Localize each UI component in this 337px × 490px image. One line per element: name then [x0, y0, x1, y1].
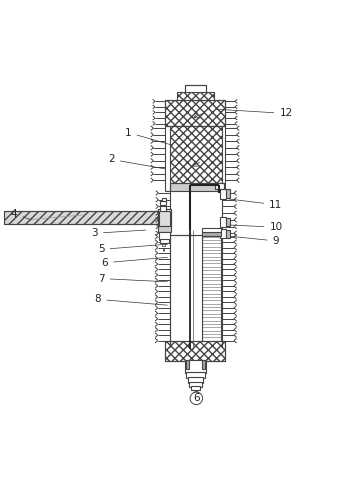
Bar — [186, 360, 189, 369]
Bar — [185, 85, 207, 93]
Bar — [165, 341, 225, 361]
Bar — [215, 183, 224, 189]
Text: 1: 1 — [125, 127, 173, 145]
Bar — [219, 189, 225, 198]
Bar — [162, 198, 166, 201]
Bar — [225, 218, 229, 226]
Bar — [170, 126, 222, 183]
Bar — [170, 183, 222, 191]
Bar — [186, 371, 205, 378]
Bar — [189, 382, 202, 387]
Text: 6: 6 — [101, 257, 167, 268]
Bar — [185, 85, 207, 93]
Bar — [202, 360, 205, 369]
Text: 10: 10 — [230, 222, 282, 232]
Bar — [158, 209, 171, 226]
Bar — [191, 386, 201, 390]
Text: 5: 5 — [98, 244, 167, 254]
Bar — [4, 211, 158, 224]
Bar — [188, 376, 203, 383]
Bar — [170, 235, 202, 343]
Bar — [160, 201, 166, 205]
Text: 9: 9 — [230, 236, 279, 246]
Text: 3: 3 — [91, 228, 146, 238]
Bar — [177, 92, 214, 100]
Bar — [165, 99, 225, 126]
Bar — [158, 209, 171, 226]
Bar — [219, 229, 225, 238]
Bar — [158, 225, 171, 232]
Text: 7: 7 — [98, 273, 167, 284]
Text: 11: 11 — [229, 199, 282, 210]
Text: 6: 6 — [193, 393, 200, 403]
Text: 2: 2 — [108, 154, 166, 169]
Bar — [185, 360, 207, 372]
Text: 4: 4 — [11, 209, 32, 220]
Bar — [159, 211, 170, 225]
Bar — [225, 189, 229, 198]
Bar — [219, 217, 225, 226]
Bar — [215, 183, 224, 189]
Bar — [159, 232, 170, 240]
Bar — [160, 206, 166, 211]
Bar — [202, 228, 220, 232]
Bar — [225, 229, 229, 238]
Text: 8: 8 — [95, 294, 167, 305]
Bar — [160, 239, 168, 244]
Bar — [202, 235, 220, 343]
Text: 12: 12 — [217, 108, 293, 119]
Bar — [202, 231, 220, 236]
